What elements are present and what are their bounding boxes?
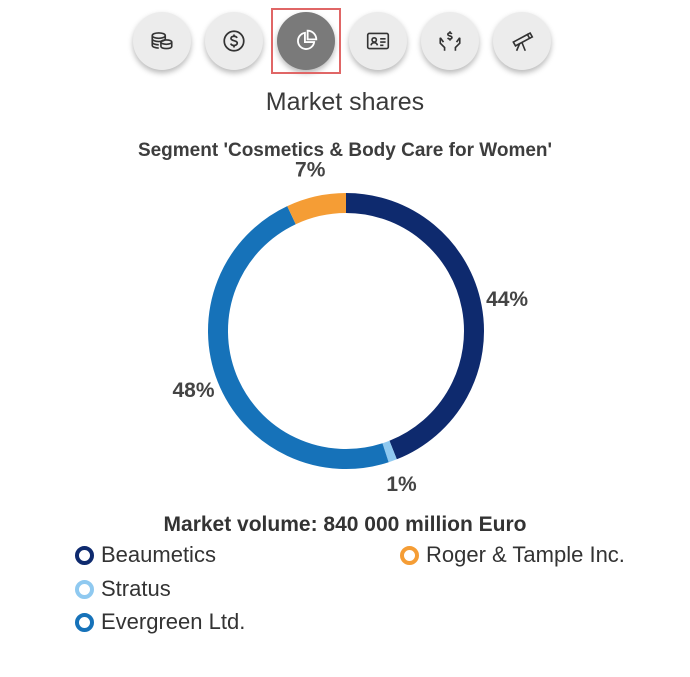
hands-money-icon — [439, 31, 461, 51]
donut-slice-beaumetics[interactable] — [345, 193, 484, 460]
donut-chart: 44% 1% 48% 7% — [173, 158, 529, 496]
data-label-stratus: 1% — [386, 473, 417, 496]
donut-slice-stratus[interactable] — [382, 440, 397, 463]
telescope-icon — [512, 32, 534, 52]
pie-chart-icon — [297, 29, 318, 50]
legend-marker — [75, 612, 94, 632]
dollar-circle-icon — [223, 30, 245, 52]
outlook-button[interactable] — [493, 12, 551, 70]
toolbar — [133, 8, 553, 74]
coins-stack-icon — [151, 32, 173, 50]
investment-button[interactable] — [421, 12, 479, 70]
chart-title: Segment 'Cosmetics & Body Care for Women… — [137, 140, 553, 161]
data-label-roger-tample-inc: 7% — [295, 158, 326, 181]
profile-button[interactable] — [349, 12, 407, 70]
legend-item-stratus[interactable]: Stratus — [75, 576, 171, 602]
donut-slice-evergreen-ltd[interactable] — [208, 206, 389, 469]
legend-label: Beaumetics — [101, 542, 216, 567]
donut-slice-roger-tample-inc[interactable] — [287, 193, 347, 225]
legend: Beaumetics Roger & Tample Inc. Stratus E… — [75, 542, 675, 652]
legend-label: Stratus — [101, 576, 171, 601]
page-title: Market shares — [265, 88, 425, 116]
legend-marker — [75, 579, 94, 599]
legend-item-evergreen[interactable]: Evergreen Ltd. — [75, 609, 245, 635]
legend-label: Roger & Tample Inc. — [426, 542, 625, 567]
id-card-icon — [366, 32, 390, 50]
chart-area: 44% 1% 48% 7% — [40, 135, 650, 545]
finance-button[interactable] — [205, 12, 263, 70]
market-volume: Market volume: 840 000 million Euro — [163, 513, 527, 536]
legend-item-beaumetics[interactable]: Beaumetics — [75, 542, 216, 568]
legend-label: Evergreen Ltd. — [101, 609, 246, 634]
data-label-evergreen-ltd: 48% — [173, 379, 215, 402]
legend-item-roger-tample[interactable]: Roger & Tample Inc. — [400, 542, 625, 568]
data-label-beaumetics: 44% — [486, 288, 528, 311]
market-shares-button[interactable] — [277, 12, 335, 70]
legend-marker — [400, 545, 419, 565]
coins-button[interactable] — [133, 12, 191, 70]
legend-marker — [75, 545, 94, 565]
